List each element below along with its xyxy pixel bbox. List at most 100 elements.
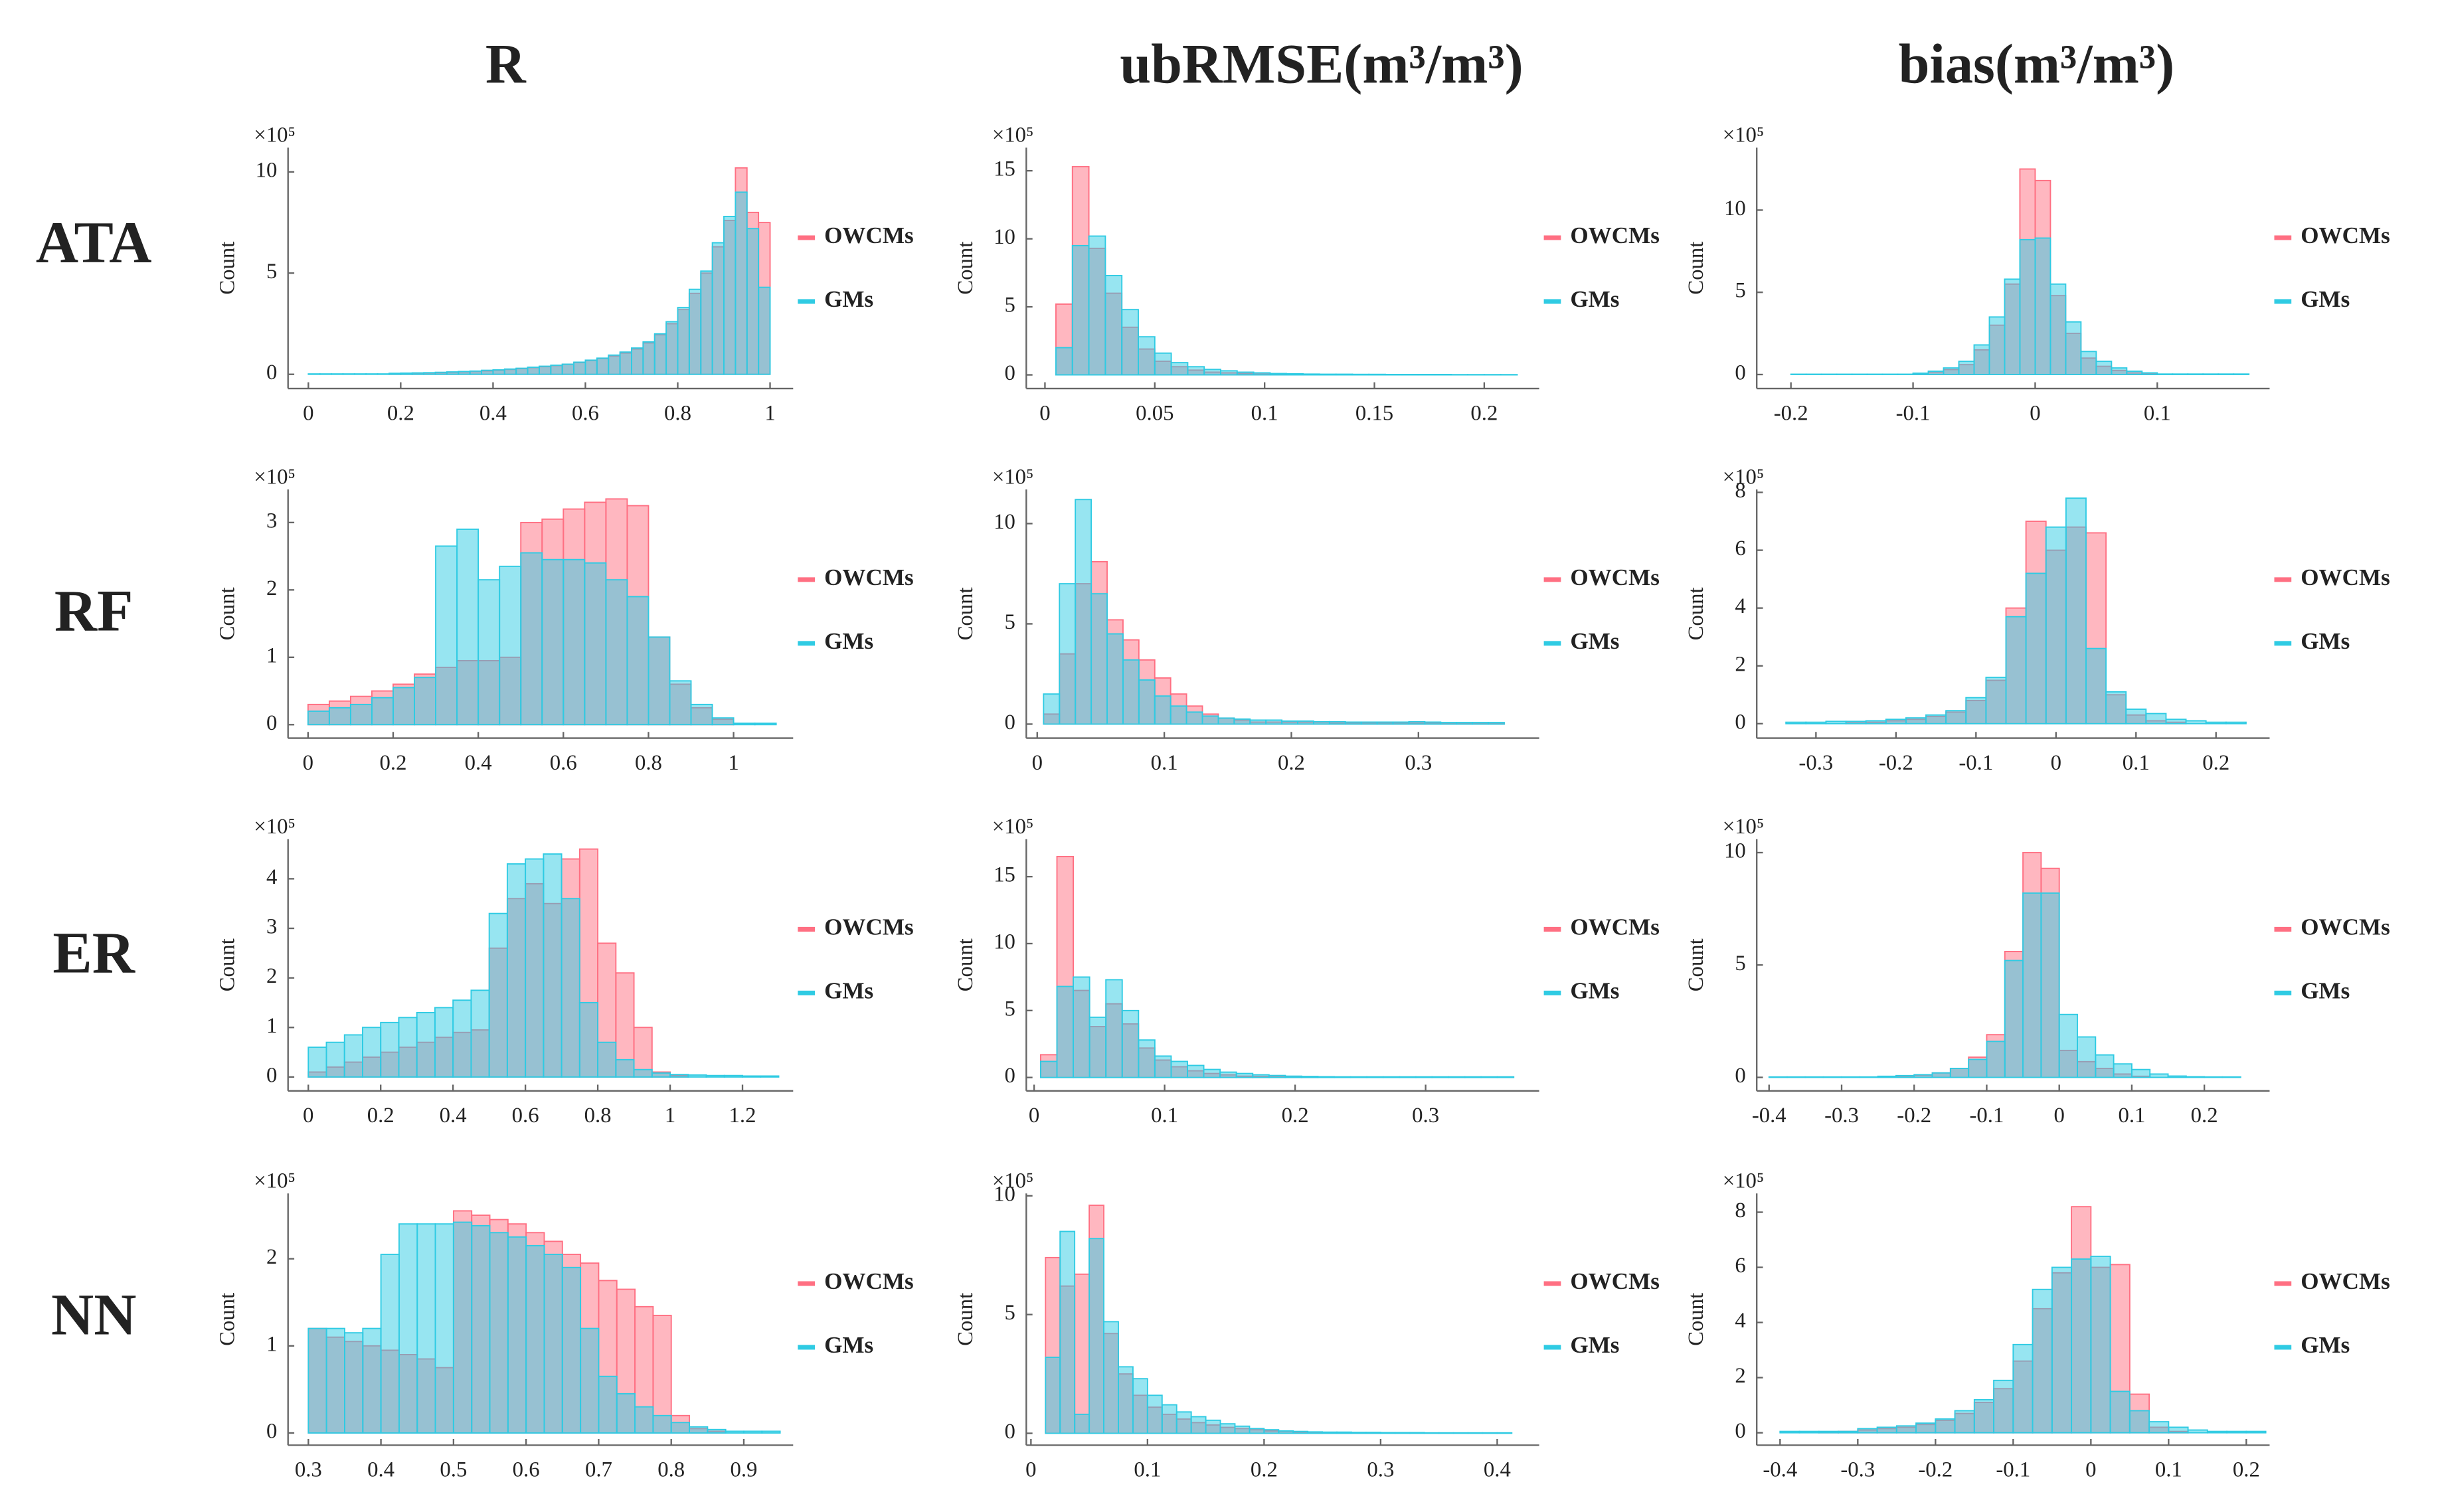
histogram-bar [416,1011,436,1078]
x-tick-label: 0.1 [1134,1458,1161,1482]
y-tick-label: 4 [1735,1309,1745,1333]
x-tick-label: 1 [665,1104,675,1128]
y-multiplier: ×10⁵ [254,815,296,839]
histogram-bar [1292,1430,1309,1434]
histogram-bar [2204,1076,2223,1078]
histogram-bar [1118,1366,1134,1434]
histogram-bar [1394,1432,1411,1434]
histogram-bar [1895,1074,1915,1078]
x-tick-label: 0 [2030,401,2040,425]
y-tick-label: 2 [1735,1364,1745,1388]
histogram-bar [543,1254,563,1434]
histogram-bar [1841,1076,1861,1078]
panel: OWCMs GMs 0 0.05 0.1 0.15 0.2 0 5 10 15 ×10⁵ Count [954,123,1660,425]
panel: OWCMs GMs -0.4 -0.3 -0.2 -0.1 0 0.1 0.2 0 5 10×10⁵ C… [1684,815,2390,1128]
histogram-bar [1187,1064,1205,1078]
histogram-bar [1175,1411,1192,1434]
x-tick-label: 0.05 [1136,401,1174,425]
legend-label: GMs [824,977,873,1003]
y-tick-label: 10 [256,158,278,182]
histogram-bar [1925,714,1947,724]
histogram-bar [452,999,472,1078]
histogram-bar [2167,1075,2187,1078]
histogram-bar [1877,1075,1897,1078]
x-tick-label: 0.1 [1151,751,1178,775]
histogram-bar [2085,647,2107,724]
y-multiplier: ×10⁵ [992,815,1034,839]
x-tick-label: 0.2 [2191,1104,2218,1128]
y-multiplier: ×10⁵ [992,1169,1034,1193]
histogram-bar [2049,283,2067,375]
y-axis-label: Count [1684,1293,1708,1346]
histogram-bar [1334,1076,1351,1078]
histogram-bar [1350,1076,1368,1078]
histogram-bar [307,1327,327,1434]
histogram-bar [398,1223,418,1434]
histogram-bar [1220,370,1238,376]
histogram-bar [2156,373,2174,375]
x-tick-label: 1.2 [729,1104,756,1128]
x-tick-label: 0.8 [664,401,691,425]
histogram-bar [1988,316,2006,375]
histogram-bar [1943,367,1960,375]
histogram-bar [677,307,690,375]
histogram-bar [1265,719,1283,725]
histogram-bar [1105,979,1123,1078]
x-tick-label: -0.1 [1896,401,1931,425]
x-tick-label: 0.1 [2123,751,2150,775]
histogram-bar [525,858,545,1078]
histogram-bar [1278,1430,1294,1434]
histogram-bar [1301,1076,1319,1078]
x-tick-label: 0.1 [1251,401,1278,425]
histogram-bar [1154,695,1172,725]
y-tick-label: 2 [1735,652,1745,676]
histogram-bar [1281,720,1298,725]
y-multiplier: ×10⁵ [1723,123,1765,147]
x-tick-label: -0.1 [1970,1104,2004,1128]
histogram-bar [2077,1036,2097,1078]
histogram-bar [1895,1425,1917,1434]
histogram-bar [377,373,390,375]
histogram-bar [1805,721,1827,724]
x-tick-label: 0.4 [479,401,507,425]
x-tick-label: 0.6 [572,401,599,425]
y-multiplier: ×10⁵ [1723,815,1765,839]
y-multiplier: ×10⁵ [254,123,296,147]
y-axis-label: Count [954,587,978,640]
histogram-bar [1838,1430,1859,1434]
x-tick-label: 0.3 [295,1458,322,1482]
histogram-bar [478,579,501,726]
y-tick-label: 5 [266,260,277,284]
histogram-bar [2145,713,2167,724]
histogram-bar [689,1426,709,1434]
x-tick-label: 0 [2054,1104,2065,1128]
histogram-bar [365,373,379,375]
histogram-bar [1236,371,1255,376]
x-tick-label: 0.4 [440,1104,467,1128]
histogram-bar [1190,1416,1207,1434]
histogram-bar [1376,721,1394,725]
histogram-bar [1138,679,1156,725]
y-axis-label: Count [215,242,239,295]
histogram-bar [1203,1068,1221,1078]
histogram-bar [1958,361,1975,375]
histogram-bar [653,333,667,375]
histogram-bar [711,717,735,726]
histogram-bar [723,1074,743,1078]
histogram-bar [651,1072,671,1078]
y-tick-label: 1 [266,643,277,667]
histogram-bar [1203,369,1221,376]
x-tick-label: 0.2 [1282,1104,1309,1128]
y-multiplier: ×10⁵ [992,123,1034,147]
histogram-bar [2168,1426,2189,1434]
histogram-bar [2109,1390,2131,1434]
x-tick-label: 0 [303,401,313,425]
row-label: ATA [36,210,152,276]
panel: OWCMs GMs -0.2 -0.1 0 0.1 0 5 10 ×10⁵ Count [1684,123,2390,425]
histogram-bar [1965,697,1987,724]
histogram-bar [1448,1076,1466,1078]
histogram-bar [434,1223,454,1434]
histogram-bar [597,1041,617,1078]
histogram-bar [1268,1074,1286,1078]
